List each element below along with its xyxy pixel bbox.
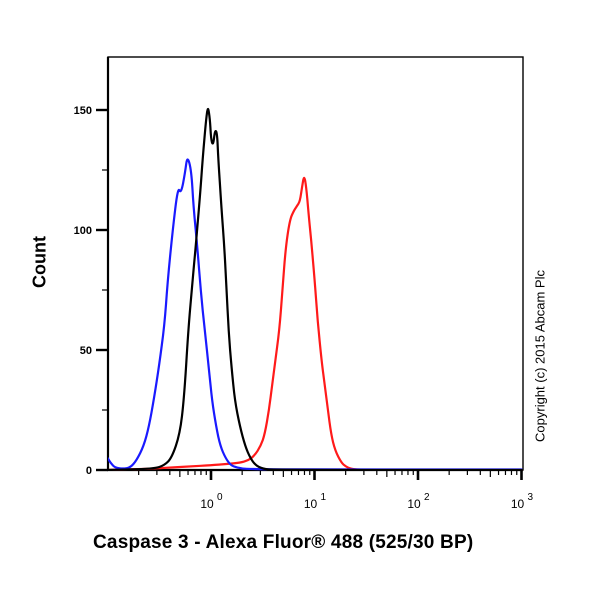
- y-tick-label: 100: [74, 225, 92, 237]
- x-tick-exponent: 2: [424, 492, 430, 503]
- x-axis-label: Caspase 3 - Alexa Fluor® 488 (525/30 BP): [93, 532, 474, 553]
- x-tick-label: 10: [200, 497, 214, 511]
- series-layer: [108, 108, 523, 471]
- x-tick-exponent: 0: [217, 492, 223, 503]
- histogram-curve-black: [108, 108, 523, 471]
- histogram-curve-blue: [108, 158, 523, 471]
- x-tick-exponent: 3: [528, 492, 534, 503]
- x-tick-label: 10: [304, 497, 318, 511]
- x-axis-ticks: 10 0 10 1 10 2 10 3: [138, 470, 534, 511]
- copyright-notice: Copyright (c) 2015 Abcam Plc: [532, 270, 548, 442]
- y-tick-label: 50: [80, 345, 92, 357]
- x-tick-exponent: 1: [321, 492, 327, 503]
- y-axis-ticks: 0 50 100 150: [74, 105, 108, 477]
- y-axis-label: Count: [29, 236, 50, 288]
- histogram-curve-red: [108, 176, 523, 471]
- x-tick-label: 10: [407, 497, 421, 511]
- x-tick-label: 10: [511, 497, 525, 511]
- y-tick-label: 0: [86, 465, 92, 477]
- y-tick-label: 150: [74, 105, 92, 117]
